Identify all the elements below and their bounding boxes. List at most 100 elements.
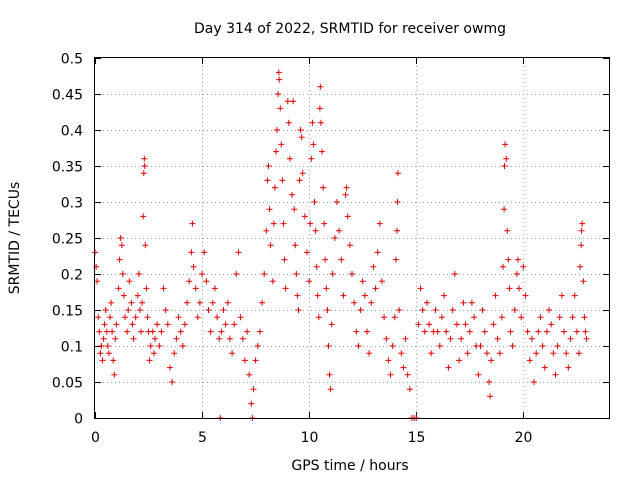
data-point xyxy=(105,350,112,357)
data-point xyxy=(565,364,572,371)
data-point xyxy=(522,292,529,299)
data-point xyxy=(394,199,401,205)
data-point xyxy=(275,91,282,97)
data-point xyxy=(152,335,158,342)
data-point xyxy=(275,69,282,76)
y-tick-label: 0.3 xyxy=(61,196,83,212)
y-tick-label: 0.4 xyxy=(61,124,83,140)
data-point xyxy=(248,400,255,407)
data-point xyxy=(535,328,542,335)
data-point xyxy=(199,271,206,277)
data-point xyxy=(391,314,398,321)
y-tick-label: 0.35 xyxy=(52,160,83,176)
data-point xyxy=(492,292,499,299)
data-point xyxy=(394,227,400,234)
data-point xyxy=(526,357,533,364)
data-point xyxy=(342,191,349,198)
data-point xyxy=(103,328,110,335)
data-point xyxy=(164,321,171,328)
data-point xyxy=(298,134,305,141)
data-point xyxy=(486,379,493,385)
data-point xyxy=(518,314,525,321)
data-point xyxy=(304,249,310,256)
data-point xyxy=(216,335,223,342)
data-point xyxy=(563,350,570,357)
data-point xyxy=(515,256,521,263)
data-point xyxy=(141,155,148,162)
data-point xyxy=(186,278,193,285)
data-point xyxy=(297,127,304,133)
data-point xyxy=(556,314,563,321)
plot-frame xyxy=(94,57,610,419)
data-point xyxy=(392,256,399,263)
data-point xyxy=(125,307,132,313)
data-point xyxy=(496,350,503,357)
data-point xyxy=(181,321,188,328)
data-point xyxy=(434,328,441,335)
data-point xyxy=(421,328,428,335)
data-point xyxy=(464,350,471,357)
data-point xyxy=(94,278,101,285)
data-point xyxy=(500,263,506,270)
data-point xyxy=(179,343,186,349)
data-point xyxy=(120,292,127,299)
data-point xyxy=(502,141,509,148)
data-point xyxy=(100,335,107,342)
data-point xyxy=(571,292,578,299)
data-point xyxy=(301,213,308,220)
data-point xyxy=(276,76,283,83)
data-point xyxy=(149,328,156,335)
data-point xyxy=(122,314,128,321)
data-point xyxy=(274,127,280,133)
data-point xyxy=(578,227,585,234)
data-point xyxy=(135,271,142,277)
data-point xyxy=(366,350,373,357)
data-point xyxy=(402,335,409,342)
x-tick-label: 10 xyxy=(301,430,319,446)
data-point xyxy=(277,105,284,112)
data-point xyxy=(281,256,288,263)
data-point xyxy=(357,307,364,313)
data-point xyxy=(458,335,465,342)
data-point xyxy=(451,271,458,277)
data-point xyxy=(279,177,286,184)
data-point xyxy=(580,278,587,285)
data-point xyxy=(389,343,396,349)
data-point xyxy=(169,379,176,385)
data-point xyxy=(539,343,546,349)
data-point xyxy=(346,242,353,249)
data-point xyxy=(113,321,120,328)
data-point xyxy=(188,249,195,256)
axis-ticks: 0 0.05 0.1 0.15 0.2 0.25 0.3 0.35 0.4 0.45 0.5 0 5 10… xyxy=(52,52,609,446)
data-point xyxy=(97,350,104,357)
data-point xyxy=(290,98,297,105)
data-point xyxy=(271,184,278,191)
data-point xyxy=(104,343,111,349)
data-point xyxy=(241,357,248,364)
data-point xyxy=(315,314,322,321)
data-point xyxy=(579,220,586,227)
data-point xyxy=(267,242,274,249)
data-point xyxy=(417,285,424,292)
data-point xyxy=(269,278,276,285)
data-point xyxy=(196,299,203,306)
data-point xyxy=(137,307,143,313)
x-axis-label: GPS time / hours xyxy=(291,458,408,474)
data-point xyxy=(292,242,299,249)
data-point xyxy=(293,271,300,277)
data-point xyxy=(415,321,422,328)
data-point xyxy=(141,163,148,169)
data-point xyxy=(573,328,580,335)
data-point xyxy=(140,170,147,177)
data-point xyxy=(278,141,285,148)
series-srmtid xyxy=(92,69,590,421)
data-point xyxy=(481,328,488,335)
data-point xyxy=(109,328,116,335)
data-point xyxy=(449,307,456,313)
data-point xyxy=(344,213,351,220)
data-point xyxy=(581,314,588,321)
data-point xyxy=(548,321,555,328)
data-point xyxy=(282,285,289,292)
data-point xyxy=(323,285,330,292)
data-point xyxy=(501,163,508,169)
